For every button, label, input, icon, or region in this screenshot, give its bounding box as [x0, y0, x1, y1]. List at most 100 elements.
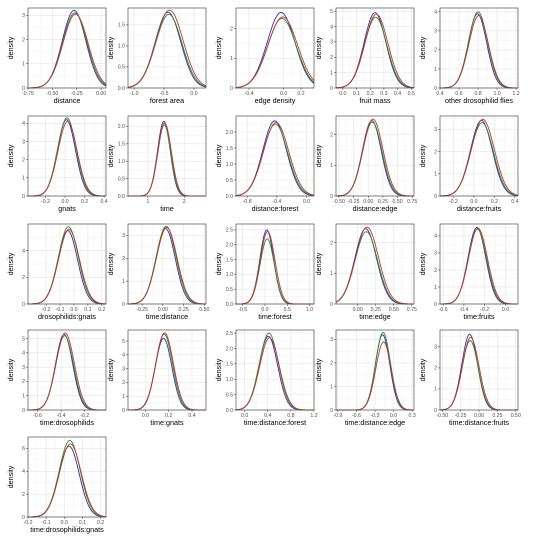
y-tick-label: 4	[122, 353, 125, 359]
panel-time-drosophilids-gnats: -0.2 -0.1 0.0 0.1 0.2 0 2 4 6 time:drosophilids:g…	[6, 436, 107, 534]
x-tick-label: 0.0	[303, 199, 310, 205]
density-curve-chain_3	[235, 16, 315, 88]
panel-time-distance-fruits: -0.50 -0.25 0.00 0.25 0.50 0 1 2 3 time:distance:…	[418, 329, 521, 427]
y-axis-title: density	[106, 252, 115, 275]
y-tick-label: 0	[330, 194, 333, 200]
x-tick-label: 0.0	[241, 413, 248, 419]
x-tick-label: 0.2	[98, 307, 105, 313]
y-axis-title: density	[106, 36, 115, 59]
y-tick-label: 0	[434, 194, 437, 200]
y-axis-title: density	[314, 36, 323, 59]
x-axis-title: forest area	[150, 96, 184, 105]
panel-border	[235, 329, 315, 411]
panel-other-drosophilid-flies: 0.4 0.6 0.8 1.0 1.2 0 1 2 3 4 other drosophilid fl…	[418, 7, 520, 105]
x-tick-label: 0.25	[179, 307, 189, 313]
x-tick-label: 0.5	[408, 91, 415, 97]
y-tick-label: 2	[434, 366, 437, 372]
x-tick-label: 0.1	[79, 520, 86, 526]
x-tick-label: 1.0	[306, 307, 313, 313]
x-tick-label: 0.2	[367, 91, 374, 97]
panel-forest-area: -1.0 -0.5 0.0 0.0 0.5 1.0 1.5 forest area densit…	[106, 7, 207, 105]
panel-time: 1 2 0.0 0.5 1.0 1.5 2.0 time density	[106, 115, 207, 213]
density-curve-chain_2	[335, 121, 414, 197]
panel-border	[235, 223, 315, 305]
x-tick-label: -0.3	[371, 413, 380, 419]
panel-border	[27, 329, 107, 411]
x-axis-title: time:distance	[146, 312, 188, 321]
panel-distance-fruits: -0.2 0.0 0.2 0.4 0 1 2 3 distance:fruits density	[418, 115, 519, 213]
x-tick-label: -0.5	[238, 307, 247, 313]
y-tick-label: 2	[330, 240, 333, 246]
panel-border	[127, 223, 207, 305]
panel-border	[27, 223, 107, 305]
x-tick-label: -0.50	[333, 199, 345, 205]
x-tick-label: 0.50	[199, 307, 209, 313]
y-tick-label: 1	[434, 285, 437, 291]
panel-edge-density: -0.4 0.0 0.2 0 1 2 edge density density	[214, 7, 315, 105]
y-tick-label: 3	[330, 337, 333, 343]
x-tick-label: 0.0	[61, 199, 68, 205]
x-axis-title: distance:edge	[353, 204, 398, 213]
density-curve-chain_1	[439, 227, 518, 305]
panel-fruit-mass: 0.0 0.1 0.2 0.3 0.4 0.5 0 1 2 3 4 5 fruit mass densit…	[314, 7, 415, 105]
y-tick-label: 2	[22, 37, 25, 43]
x-tick-label: 0.2	[491, 199, 498, 205]
y-tick-label: 3	[22, 13, 25, 19]
y-tick-label: 2.0	[226, 243, 233, 249]
x-axis-title: other drosophilid flies	[445, 96, 513, 105]
x-tick-label: 0.75	[407, 307, 417, 313]
y-axis-title: density	[106, 144, 115, 167]
x-axis-title: fruit mass	[359, 96, 391, 105]
density-curve-chain_1	[335, 12, 415, 89]
y-tick-label: 0.0	[118, 86, 125, 92]
y-tick-label: 4	[22, 248, 25, 254]
x-tick-label: -0.6	[439, 307, 448, 313]
density-curve-chain_2	[127, 225, 207, 305]
panel-border	[235, 7, 315, 89]
x-axis-title: distance	[54, 96, 81, 105]
y-tick-label: 1	[230, 56, 233, 62]
density-curve-chain_1	[128, 337, 206, 411]
y-tick-label: 1.5	[118, 142, 125, 148]
x-axis-title: time:forest	[258, 312, 292, 321]
y-tick-label: 1	[22, 394, 25, 400]
x-tick-label: 2	[183, 199, 186, 205]
y-tick-label: 1.5	[226, 146, 233, 152]
panel-time-fruits: -0.6 -0.4 -0.2 0.0 0 1 2 3 4 time:fruits density	[418, 223, 519, 321]
x-tick-label: -0.4	[459, 307, 468, 313]
x-axis-title: time:drosophilids:gnats	[30, 525, 104, 534]
density-curve-chain_2	[128, 124, 206, 197]
y-tick-label: 3	[434, 127, 437, 133]
panel-time-drosophilids: -0.6 -0.4 -0.2 0 1 2 3 4 5 time:drosophilids densi…	[6, 329, 107, 427]
x-tick-label: 0.8	[474, 91, 481, 97]
panel-gnats: -0.2 0.0 0.2 0.4 0 1 2 3 4 gnats density	[6, 115, 108, 213]
x-tick-label: 1.0	[493, 91, 500, 97]
panel-distance: -0.75 -0.50 -0.25 0.00 0 1 2 3 distance density	[6, 7, 107, 105]
y-tick-label: 1	[434, 67, 437, 73]
y-axis-title: density	[214, 36, 223, 59]
y-tick-label: 4	[22, 351, 25, 357]
y-tick-label: 0	[230, 86, 233, 92]
density-curve-chain_2	[335, 16, 415, 89]
y-axis-title: density	[314, 144, 323, 167]
y-axis-title: density	[214, 144, 223, 167]
y-tick-label: 1.0	[118, 159, 125, 165]
y-tick-label: 2	[22, 275, 25, 281]
panel-time-distance-forest: 0.0 0.4 0.8 1.2 0.0 0.5 1.0 1.5 2.0 2.5 time:dista…	[214, 329, 318, 427]
y-tick-label: 4	[434, 234, 437, 240]
x-axis-title: time:drosophilids	[40, 418, 94, 427]
x-tick-label: 0.2	[81, 199, 88, 205]
density-curve-chain_3	[439, 15, 519, 89]
x-tick-label: 0.1	[84, 307, 91, 313]
density-curve-chain_3	[439, 118, 519, 197]
panel-border	[127, 115, 207, 197]
x-tick-label: 0.0	[142, 413, 149, 419]
x-tick-label: 0.2	[165, 413, 172, 419]
x-tick-label: 0.50	[511, 413, 521, 419]
panel-border	[235, 115, 315, 197]
x-tick-label: 0.4	[264, 413, 271, 419]
x-tick-label: -0.2	[480, 307, 489, 313]
x-tick-label: 0.0	[502, 307, 509, 313]
x-tick-label: 0.00	[158, 307, 168, 313]
density-curve-chain_2	[235, 238, 314, 305]
